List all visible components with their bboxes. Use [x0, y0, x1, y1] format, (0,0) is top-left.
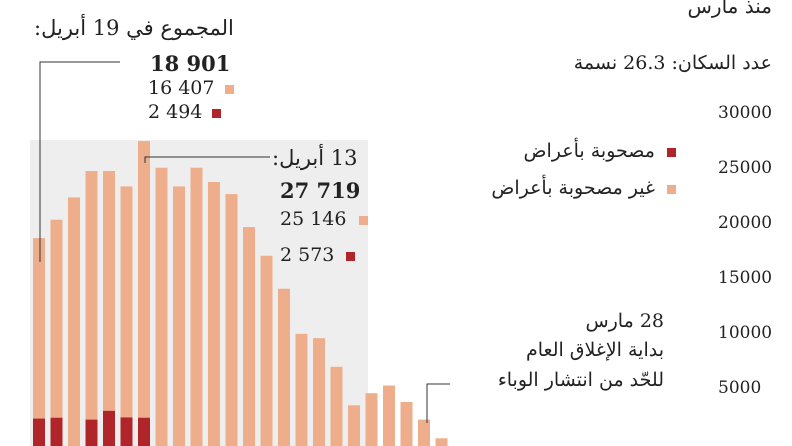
bar-asymptomatic — [400, 402, 413, 446]
bar-asymptomatic — [330, 366, 343, 446]
y-tick-label: 5000 — [718, 378, 762, 398]
lockdown-desc-line1: بداية الإغلاق العام — [525, 339, 664, 361]
asymptomatic-swatch — [358, 215, 368, 225]
lockdown-date-label: 28 مارس — [585, 310, 664, 332]
peak-asym-value: 25 146 — [280, 208, 347, 230]
symptomatic-swatch — [346, 251, 356, 261]
bar-symptomatic — [85, 419, 98, 446]
legend-asymptomatic-label: غير مصحوبة بأعراض — [491, 177, 655, 199]
legend-symptomatic-label: مصحوبة بأعراض — [523, 140, 655, 162]
bar-asymptomatic — [348, 405, 360, 446]
total-asym-value: 16 407 — [148, 77, 215, 99]
bar-asymptomatic — [190, 167, 203, 446]
total-asym-label: 16 407 — [148, 77, 234, 99]
bar-asymptomatic — [85, 171, 98, 420]
bar-asymptomatic — [435, 438, 448, 446]
bar-asymptomatic — [50, 219, 63, 418]
legend-symptomatic: مصحوبة بأعراض — [524, 140, 676, 162]
total-date-label: المجموع في 19 أبريل: — [34, 16, 234, 40]
y-tick-label: 30000 — [718, 103, 773, 123]
y-tick-label: 15000 — [718, 268, 773, 288]
bar-asymptomatic — [365, 393, 378, 446]
bar-symptomatic — [120, 417, 133, 446]
bar-asymptomatic — [33, 238, 45, 419]
peak-sym-value: 2 573 — [280, 244, 335, 266]
total-value-label: 18 901 — [150, 51, 231, 76]
peak-date-label: 13 أبريل: — [272, 146, 358, 170]
total-sym-label: 2 494 — [148, 101, 222, 123]
bar-asymptomatic — [208, 182, 220, 446]
lockdown-leader-line — [426, 383, 450, 423]
peak-leader-line — [144, 156, 270, 163]
peak-value-label: 27 719 — [280, 178, 361, 203]
y-tick-label: 20000 — [718, 213, 773, 233]
population-label: عدد السكان: 26.3 نسمة — [573, 52, 772, 74]
total-leader-line — [39, 61, 120, 262]
asymptomatic-swatch — [224, 84, 234, 94]
asymptomatic-swatch — [667, 184, 676, 194]
subtitle-top: منذ مارس — [687, 0, 772, 18]
peak-sym-label: 2 573 — [280, 244, 356, 266]
legend-asymptomatic: غير مصحوبة بأعراض — [491, 177, 676, 199]
bar-asymptomatic — [103, 171, 115, 411]
total-sym-value: 2 494 — [148, 101, 203, 123]
bar-symptomatic — [33, 418, 45, 446]
y-tick-label: 25000 — [718, 158, 773, 178]
bar-asymptomatic — [418, 419, 430, 446]
bar-symptomatic — [103, 410, 115, 446]
bar-asymptomatic — [138, 141, 150, 418]
peak-asym-label: 25 146 — [280, 208, 368, 230]
bar-asymptomatic — [155, 167, 168, 446]
bar-asymptomatic — [313, 338, 325, 446]
symptomatic-swatch — [667, 147, 676, 157]
bar-symptomatic — [50, 417, 63, 446]
bar-asymptomatic — [120, 186, 133, 418]
bars-group — [33, 141, 448, 446]
bar-asymptomatic — [278, 288, 290, 446]
symptomatic-swatch — [212, 108, 222, 118]
bar-asymptomatic — [295, 333, 308, 446]
bar-asymptomatic — [383, 385, 395, 446]
bar-symptomatic — [138, 417, 150, 446]
y-tick-label: 10000 — [718, 323, 773, 343]
bar-asymptomatic — [243, 227, 255, 446]
lockdown-desc-line2: للحّد من انتشار الوباء — [497, 369, 664, 391]
bar-asymptomatic — [260, 255, 273, 446]
bar-asymptomatic — [173, 186, 185, 446]
bar-asymptomatic — [68, 197, 80, 446]
bar-asymptomatic — [225, 194, 238, 446]
